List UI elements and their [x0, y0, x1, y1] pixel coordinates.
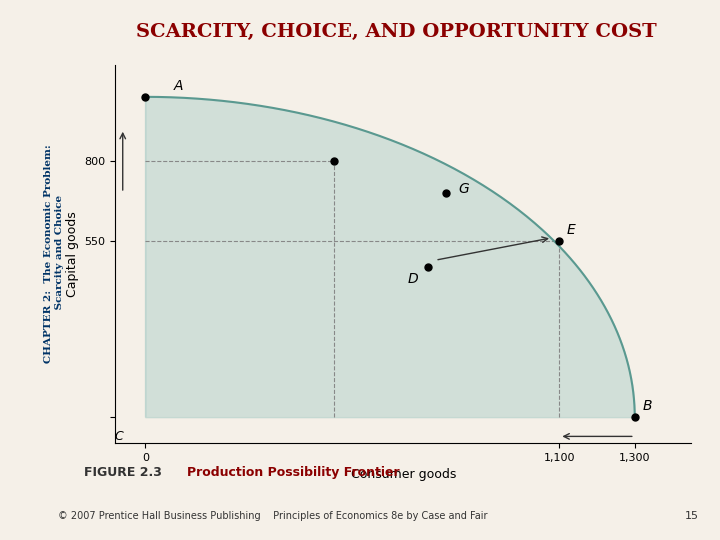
- Text: $E$: $E$: [567, 223, 577, 237]
- Text: $C$: $C$: [114, 430, 125, 443]
- Text: $D$: $D$: [407, 272, 419, 286]
- Text: 15: 15: [685, 511, 698, 521]
- Text: CHAPTER 2:  The Economic Problem:
 Scarcity and Choice: CHAPTER 2: The Economic Problem: Scarcit…: [45, 144, 63, 363]
- Text: © 2007 Prentice Hall Business Publishing    Principles of Economics 8e by Case a: © 2007 Prentice Hall Business Publishing…: [58, 511, 487, 521]
- Text: SCARCITY, CHOICE, AND OPPORTUNITY COST: SCARCITY, CHOICE, AND OPPORTUNITY COST: [135, 23, 657, 42]
- Text: $A$: $A$: [173, 79, 184, 93]
- Y-axis label: Capital goods: Capital goods: [66, 211, 78, 296]
- Text: Production Possibility Frontier: Production Possibility Frontier: [187, 466, 400, 479]
- Text: $B$: $B$: [642, 399, 652, 413]
- Text: $G$: $G$: [458, 182, 469, 196]
- X-axis label: Consumer goods: Consumer goods: [351, 468, 456, 481]
- Text: FIGURE 2.3: FIGURE 2.3: [84, 466, 161, 479]
